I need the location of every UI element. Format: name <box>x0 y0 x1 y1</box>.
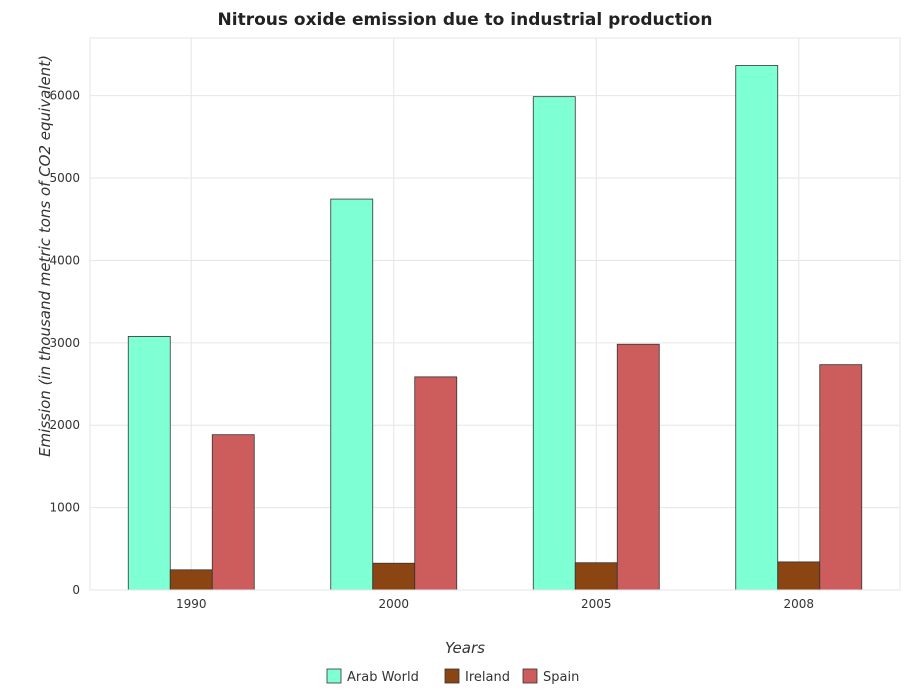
bar-spain-2008 <box>819 364 863 591</box>
y-tick-label: 2000 <box>49 418 80 432</box>
bar-ireland-1990 <box>169 569 213 591</box>
axis-ticks: 0 1000 2000 3000 4000 5000 6000 1990 2000 2005 200… <box>49 89 900 611</box>
y-tick-label: 5000 <box>49 171 80 185</box>
legend-swatch <box>522 668 538 684</box>
x-tick-label: 2000 <box>378 597 409 611</box>
legend-item-ireland: Ireland <box>444 668 510 685</box>
grid-lines <box>89 37 901 591</box>
legend-swatch <box>444 668 460 684</box>
bar-ireland-2000 <box>372 562 416 591</box>
bar-ireland-2005 <box>574 562 618 591</box>
legend-label: Ireland <box>465 670 510 685</box>
x-tick-label: 2005 <box>581 597 612 611</box>
legend-swatch <box>326 668 342 684</box>
legend-item-spain: Spain <box>522 668 579 685</box>
legend-label: Arab World <box>347 670 419 685</box>
bars <box>127 65 863 591</box>
chart-title: Nitrous oxide emission due to industrial… <box>218 10 713 30</box>
x-axis-label: Years <box>445 639 485 657</box>
legend: Arab World Ireland Spain <box>326 668 579 685</box>
y-tick-label: 6000 <box>49 89 80 103</box>
bar-arab-world-2005 <box>532 96 576 591</box>
bar-arab-world-1990 <box>127 336 171 591</box>
x-tick-label: 2008 <box>783 597 814 611</box>
legend-item-arab-world: Arab World <box>326 668 419 685</box>
bar-ireland-2008 <box>777 561 821 591</box>
y-tick-label: 1000 <box>49 501 80 515</box>
y-axis-label: Emission (in thousand metric tons of CO2… <box>36 55 54 457</box>
bar-arab-world-2000 <box>330 198 374 591</box>
legend-label: Spain <box>543 670 579 685</box>
bar-spain-2005 <box>616 343 660 591</box>
y-tick-label: 4000 <box>49 253 80 267</box>
bar-arab-world-2008 <box>735 65 779 591</box>
y-tick-label: 3000 <box>49 336 80 350</box>
x-tick-label: 1990 <box>176 597 207 611</box>
bar-spain-2000 <box>414 376 458 591</box>
bar-spain-1990 <box>211 434 255 591</box>
y-tick-label: 0 <box>72 583 80 597</box>
